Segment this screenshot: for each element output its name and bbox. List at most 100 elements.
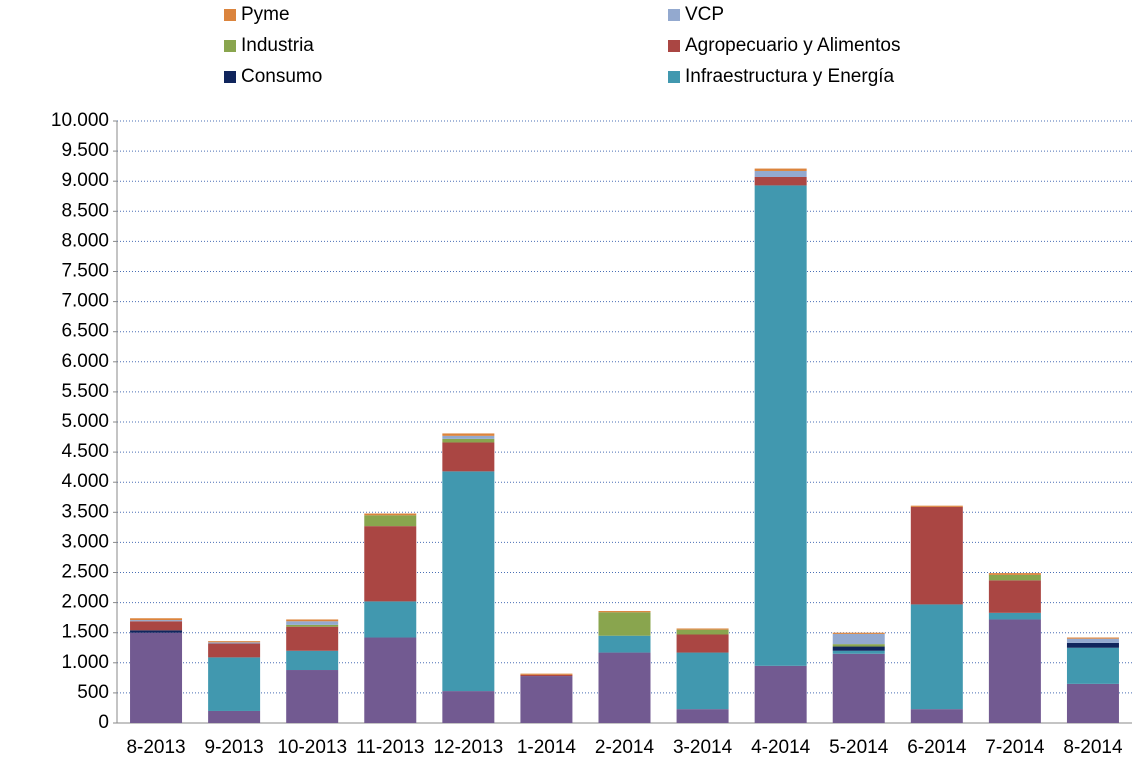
bar-segment [208, 641, 261, 643]
legend-swatch [224, 71, 236, 83]
x-tick-label: 1-2014 [517, 737, 577, 758]
bar-segment [130, 621, 183, 631]
bar-segment [442, 435, 495, 439]
bar-segment [832, 653, 885, 723]
y-tick-label: 4.500 [61, 441, 109, 462]
bar-segment [754, 665, 807, 723]
y-tick-label: 3.500 [61, 501, 109, 522]
bar-segment [910, 506, 963, 605]
y-tick-label: 8.000 [61, 230, 109, 251]
y-tick-label: 1.500 [61, 622, 109, 643]
x-tick-label: 11-2013 [356, 737, 424, 758]
bar-segment [364, 601, 417, 638]
legend-label: VCP [685, 4, 724, 25]
bar-segment [676, 652, 729, 710]
legend-swatch [668, 71, 680, 83]
bar-segment [988, 619, 1041, 723]
x-tick-label: 8-2013 [126, 737, 185, 758]
y-tick-label: 7.500 [61, 261, 109, 282]
y-tick-label: 10.000 [51, 110, 109, 131]
y-tick-label: 8.500 [61, 200, 109, 221]
bar-segment [208, 642, 261, 644]
x-tick-label: 12-2013 [433, 737, 503, 758]
bar-segment [286, 670, 339, 723]
bar-segment [754, 168, 807, 171]
y-tick-label: 0 [98, 712, 109, 733]
x-tick-label: 2-2014 [595, 737, 655, 758]
x-tick-label: 4-2014 [751, 737, 811, 758]
y-tick-label: 9.000 [61, 170, 109, 191]
bar-segment [286, 650, 339, 671]
x-tick-label: 3-2014 [673, 737, 733, 758]
bar-segment [676, 628, 729, 630]
y-tick-label: 9.500 [61, 140, 109, 161]
bar-segment [442, 691, 495, 723]
bar-segment [754, 176, 807, 186]
bar-segment [1066, 638, 1119, 643]
bar-segment [442, 442, 495, 472]
bar-segment [286, 626, 339, 651]
x-tick-label: 8-2014 [1063, 737, 1123, 758]
bar-segment [208, 710, 261, 723]
x-tick-label: 5-2014 [829, 737, 889, 758]
bar-segment [910, 604, 963, 710]
y-tick-label: 4.000 [61, 471, 109, 492]
y-tick-label: 1.000 [61, 652, 109, 673]
bar-segment [832, 650, 885, 654]
bar-segment [1066, 683, 1119, 723]
bar-segment [364, 513, 417, 516]
bar-segment [676, 634, 729, 653]
bar-segment [988, 580, 1041, 613]
bar-segment [208, 657, 261, 711]
y-tick-label: 5.000 [61, 411, 109, 432]
bar-segment [832, 633, 885, 645]
bar-segment [520, 676, 573, 723]
bar-segment [520, 673, 573, 675]
legend-label: Agropecuario y Alimentos [685, 35, 900, 56]
legend-label: Consumo [241, 66, 322, 87]
bar-segment [286, 619, 339, 622]
bar-segment [1066, 647, 1119, 684]
bar-segment [988, 573, 1041, 575]
legend-label: Infraestructura y Energía [685, 66, 895, 87]
bar-segment [286, 621, 339, 625]
y-tick-label: 2.000 [61, 592, 109, 613]
bar-segment [442, 433, 495, 436]
bar-segment [598, 612, 651, 636]
bar-segment [1066, 637, 1119, 639]
y-tick-label: 500 [77, 682, 109, 703]
bar-segment [130, 632, 183, 723]
bar-segment [676, 629, 729, 635]
bar-segment [910, 505, 963, 507]
bar-segment [520, 674, 573, 677]
bar-segment [676, 709, 729, 723]
bar-segment [832, 646, 885, 651]
y-tick-label: 3.000 [61, 531, 109, 552]
bar-segment [598, 652, 651, 723]
bar-segment [286, 624, 339, 627]
bar-segment [364, 637, 417, 723]
bar-segment [130, 620, 183, 622]
y-tick-label: 6.000 [61, 351, 109, 372]
bar-segment [364, 526, 417, 602]
bar-segment [988, 574, 1041, 581]
bar-segment [208, 643, 261, 658]
bar-segment [1066, 642, 1119, 648]
bar-segment [442, 471, 495, 692]
bar-segment [598, 611, 651, 613]
bar-segment [754, 185, 807, 666]
bar-segment [754, 170, 807, 177]
bar-segment [130, 630, 183, 633]
y-tick-label: 5.500 [61, 381, 109, 402]
legend-label: Pyme [241, 4, 290, 25]
legend-swatch [668, 9, 680, 21]
legend-swatch [224, 9, 236, 21]
x-tick-label: 7-2014 [985, 737, 1045, 758]
bar-segment [832, 632, 885, 634]
legend-swatch [668, 40, 680, 52]
x-tick-label: 9-2013 [205, 737, 264, 758]
y-tick-label: 2.500 [61, 562, 109, 583]
y-tick-label: 7.000 [61, 291, 109, 312]
bar-segment [910, 709, 963, 723]
